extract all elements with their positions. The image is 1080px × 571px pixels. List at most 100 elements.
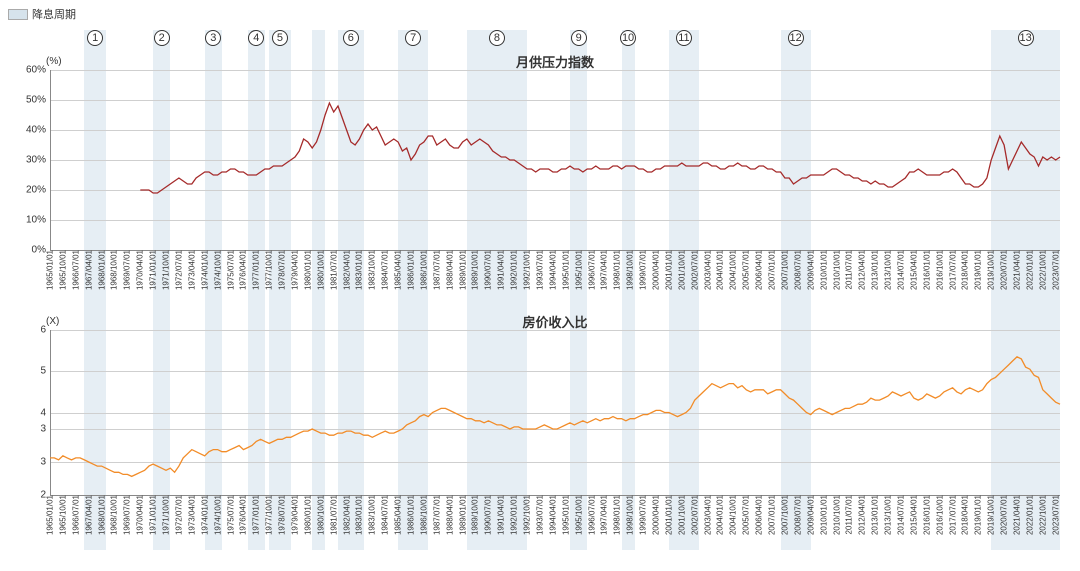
y-tick-label: 3	[40, 424, 50, 435]
x-tick-label: 2007/10/01	[780, 495, 789, 537]
x-tick-label: 1992/10/01	[523, 495, 532, 537]
x-tick-label: 1992/10/01	[523, 250, 532, 292]
x-tick-label: 1994/04/01	[548, 250, 557, 292]
x-tick-label: 1971/10/01	[162, 495, 171, 537]
x-tick-label: 2013/10/01	[884, 250, 893, 292]
x-tick-label: 1999/07/01	[639, 250, 648, 292]
x-tick-label: 2016/10/01	[935, 495, 944, 537]
x-tick-label: 2013/01/01	[871, 495, 880, 537]
x-tick-label: 2019/10/01	[987, 495, 996, 537]
x-tick-label: 1993/07/01	[535, 250, 544, 292]
x-tick-label: 1980/01/01	[303, 250, 312, 292]
x-tick-label: 2019/01/01	[974, 250, 983, 292]
x-tick-label: 2003/04/01	[703, 495, 712, 537]
x-tick-label: 1980/10/01	[316, 495, 325, 537]
x-tick-label: 1992/01/01	[510, 250, 519, 292]
x-tick-label: 1994/04/01	[548, 495, 557, 537]
x-tick-label: 1992/01/01	[510, 495, 519, 537]
x-tick-label: 1965/10/01	[58, 495, 67, 537]
x-tick-label: 2001/01/01	[664, 250, 673, 292]
x-tick-label: 1998/10/01	[626, 250, 635, 292]
data-line	[50, 357, 1060, 477]
cycle-marker: 1	[87, 30, 103, 46]
x-tick-label: 2004/10/01	[729, 495, 738, 537]
cycle-marker: 5	[272, 30, 288, 46]
x-tick-label: 1988/04/01	[445, 250, 454, 292]
x-tick-label: 2001/10/01	[677, 495, 686, 537]
x-tick-label: 1974/01/01	[200, 250, 209, 292]
x-tick-label: 2023/07/01	[1051, 495, 1060, 537]
x-tick-label: 2023/07/01	[1051, 250, 1060, 292]
x-tick-label: 1986/01/01	[407, 495, 416, 537]
x-tick-label: 2005/07/01	[742, 250, 751, 292]
chart-panel: 月供压力指数(%)0%10%20%30%40%50%60%1965/01/011…	[50, 70, 1060, 250]
x-tick-label: 1998/01/01	[613, 250, 622, 292]
x-tick-label: 2007/10/01	[780, 250, 789, 292]
x-tick-label: 1991/04/01	[497, 495, 506, 537]
cycle-marker: 4	[248, 30, 264, 46]
x-tick-label: 1966/07/01	[71, 250, 80, 292]
x-tick-label: 1973/04/01	[187, 250, 196, 292]
x-tick-label: 2014/07/01	[896, 250, 905, 292]
cycle-marker: 9	[571, 30, 587, 46]
x-tick-label: 2011/07/01	[845, 250, 854, 291]
x-tick-label: 1973/04/01	[187, 495, 196, 537]
x-tick-label: 1985/04/01	[394, 250, 403, 292]
x-tick-label: 2015/04/01	[909, 495, 918, 537]
x-tick-label: 1969/07/01	[123, 495, 132, 537]
x-tick-label: 2016/01/01	[922, 250, 931, 292]
x-tick-label: 1974/10/01	[213, 250, 222, 292]
x-tick-label: 2021/04/01	[1013, 250, 1022, 292]
chart-title: 房价收入比	[522, 312, 587, 331]
y-tick-label: 10%	[26, 215, 50, 226]
x-tick-label: 2008/07/01	[793, 250, 802, 292]
x-tick-label: 1978/07/01	[278, 250, 287, 292]
x-tick-label: 2010/10/01	[832, 250, 841, 292]
x-tick-label: 1974/10/01	[213, 495, 222, 537]
x-tick-label: 2011/07/01	[845, 495, 854, 536]
line-chart	[50, 330, 1060, 495]
x-tick-label: 2022/01/01	[1025, 250, 1034, 292]
cycle-marker: 8	[489, 30, 505, 46]
x-tick-label: 1979/04/01	[290, 250, 299, 292]
x-tick-label: 1989/01/01	[458, 495, 467, 537]
x-tick-label: 1968/01/01	[97, 495, 106, 537]
x-tick-label: 2010/01/01	[819, 495, 828, 537]
y-tick-label: 5	[40, 366, 50, 377]
x-tick-label: 2013/01/01	[871, 250, 880, 292]
x-tick-label: 2001/01/01	[664, 495, 673, 537]
x-tick-label: 1995/01/01	[561, 250, 570, 292]
x-tick-label: 1968/10/01	[110, 250, 119, 292]
x-tick-label: 2014/07/01	[896, 495, 905, 537]
chart-title: 月供压力指数	[516, 52, 594, 71]
x-tick-label: 2022/10/01	[1038, 495, 1047, 537]
y-tick-label: 60%	[26, 65, 50, 76]
chart-panel: 房价收入比(X)2334561965/01/011965/10/011966/0…	[50, 330, 1060, 495]
y-tick-label: 50%	[26, 95, 50, 106]
x-tick-label: 2016/01/01	[922, 495, 931, 537]
x-tick-label: 2012/04/01	[858, 495, 867, 537]
y-tick-label: 30%	[26, 155, 50, 166]
y-tick-label: 3	[40, 457, 50, 468]
x-tick-label: 1995/01/01	[561, 495, 570, 537]
x-tick-label: 2003/04/01	[703, 250, 712, 292]
x-tick-label: 1976/04/01	[239, 495, 248, 537]
x-tick-label: 2019/01/01	[974, 495, 983, 537]
x-tick-label: 1983/10/01	[368, 250, 377, 292]
x-tick-label: 1998/10/01	[626, 495, 635, 537]
x-tick-label: 1995/10/01	[574, 495, 583, 537]
x-tick-label: 2004/01/01	[716, 495, 725, 537]
cycle-marker: 3	[205, 30, 221, 46]
cycle-marker: 12	[788, 30, 804, 46]
x-tick-label: 1978/07/01	[278, 495, 287, 537]
cycle-marker: 2	[154, 30, 170, 46]
x-tick-label: 2015/04/01	[909, 250, 918, 292]
x-tick-label: 1965/01/01	[46, 250, 55, 292]
x-tick-label: 1986/01/01	[407, 250, 416, 292]
x-tick-label: 2021/04/01	[1013, 495, 1022, 537]
x-tick-label: 1965/10/01	[58, 250, 67, 292]
x-tick-label: 1983/10/01	[368, 495, 377, 537]
x-tick-label: 1985/04/01	[394, 495, 403, 537]
x-tick-label: 1982/04/01	[342, 250, 351, 292]
x-tick-label: 2006/04/01	[755, 250, 764, 292]
